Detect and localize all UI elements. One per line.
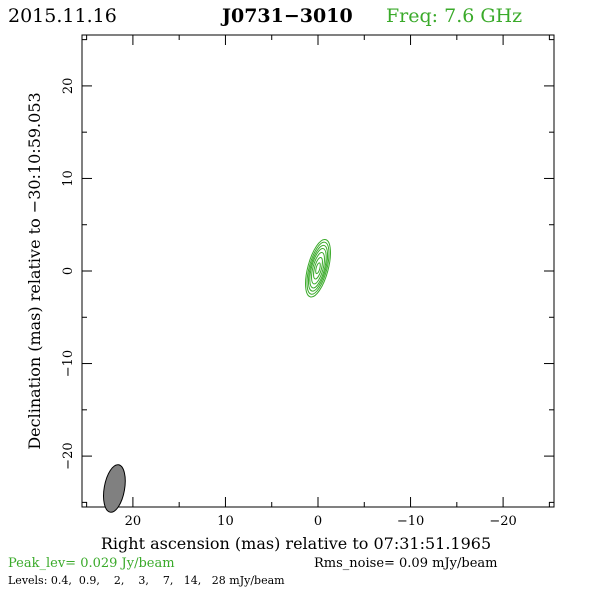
y-tick-label: 20 — [61, 78, 76, 95]
contour-level-7 — [311, 252, 325, 285]
contour-level-0_4 — [305, 238, 331, 298]
y-tick-label: 10 — [61, 170, 76, 187]
x-tick-label: −10 — [397, 514, 424, 529]
beam-ellipse — [103, 464, 126, 513]
source-name: J0731−3010 — [220, 5, 353, 27]
contour-levels: Levels: 0.4, 0.9, 2, 3, 7, 14, 28 mJy/be… — [8, 574, 285, 587]
rms-noise: Rms_noise= 0.09 mJy/beam — [314, 556, 497, 571]
y-tick-label: 0 — [61, 267, 76, 275]
x-tick-label: 0 — [314, 514, 322, 529]
contour-level-0_9 — [306, 241, 330, 295]
frequency-label: Freq: 7.6 GHz — [386, 5, 522, 27]
observation-date: 2015.11.16 — [8, 5, 117, 27]
axis-ticks — [82, 35, 554, 507]
y-tick-label: −20 — [61, 442, 76, 469]
source-contours — [305, 238, 331, 298]
y-tick-labels: 20 10 0 −10 −20 — [61, 78, 76, 470]
x-tick-label: −20 — [489, 514, 516, 529]
y-axis-label: Declination (mas) relative to −30:10:59.… — [25, 92, 44, 449]
contour-level-3 — [309, 247, 327, 289]
contour-level-14 — [313, 256, 323, 280]
x-axis-label: Right ascension (mas) relative to 07:31:… — [101, 534, 491, 553]
x-tick-labels: 20 10 0 −10 −20 — [125, 514, 517, 529]
restoring-beam — [103, 464, 126, 513]
peak-level: Peak_lev= 0.029 Jy/beam — [8, 556, 175, 571]
contour-level-2 — [307, 244, 329, 292]
x-tick-label: 10 — [217, 514, 234, 529]
plot-frame — [81, 34, 555, 508]
contour-level-28 — [315, 262, 321, 275]
x-tick-label: 20 — [125, 514, 142, 529]
y-tick-label: −10 — [61, 350, 76, 377]
